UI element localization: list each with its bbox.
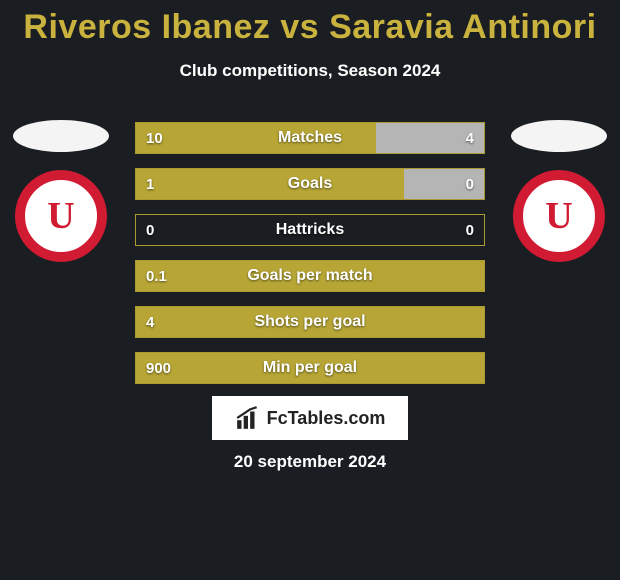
stat-value-right: 4 — [456, 123, 484, 153]
player-right-column: U — [504, 120, 614, 262]
club-badge-left: U — [15, 170, 107, 262]
stat-label: Hattricks — [136, 215, 484, 245]
stat-value-right: 0 — [456, 169, 484, 199]
subtitle: Club competitions, Season 2024 — [0, 61, 620, 81]
player-silhouette — [13, 120, 109, 152]
player-silhouette — [511, 120, 607, 152]
chart-bars-icon — [235, 405, 261, 431]
brand-text: FcTables.com — [267, 408, 386, 429]
stat-row: 900Min per goal — [135, 352, 485, 384]
stat-value-left: 0.1 — [136, 261, 177, 291]
page-title: Riveros Ibanez vs Saravia Antinori — [0, 0, 620, 47]
stat-row: 0.1Goals per match — [135, 260, 485, 292]
stat-value-left: 1 — [136, 169, 164, 199]
stat-value-left: 900 — [136, 353, 181, 383]
stat-bar-left — [136, 353, 484, 383]
stat-bars-container: 104Matches10Goals00Hattricks0.1Goals per… — [135, 122, 485, 398]
stat-bar-left — [136, 169, 404, 199]
stat-bar-left — [136, 261, 484, 291]
club-badge-right: U — [513, 170, 605, 262]
stat-value-left: 0 — [136, 215, 164, 245]
stat-row: 0 0Hattricks — [135, 214, 485, 246]
stat-row: 10Goals — [135, 168, 485, 200]
stat-value-right: 0 — [456, 215, 484, 245]
date-text: 20 september 2024 — [0, 452, 620, 472]
stat-row: 104Matches — [135, 122, 485, 154]
stat-bar-left — [136, 307, 484, 337]
stat-row: 4Shots per goal — [135, 306, 485, 338]
player-left-column: U — [6, 120, 116, 262]
stat-value-left: 10 — [136, 123, 173, 153]
brand-banner: FcTables.com — [210, 394, 410, 442]
stat-value-left: 4 — [136, 307, 164, 337]
